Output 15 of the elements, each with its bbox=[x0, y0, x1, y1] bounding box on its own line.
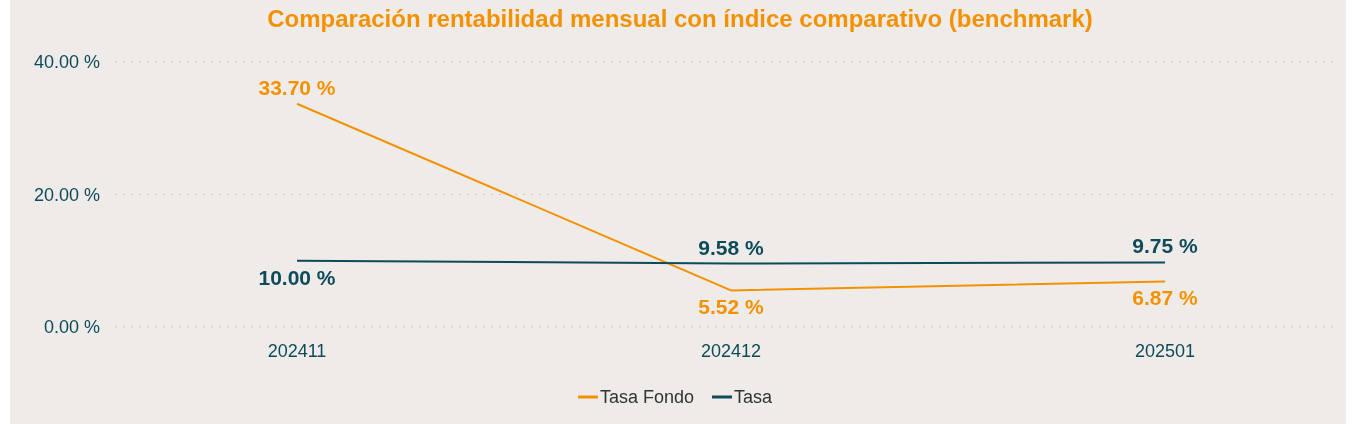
y-tick-label: 0.00 % bbox=[43, 317, 100, 337]
legend-label: Tasa bbox=[734, 387, 774, 407]
legend-label: Tasa Fondo bbox=[600, 387, 695, 407]
x-tick-label: 202411 bbox=[267, 341, 327, 361]
x-tick-label: 202412 bbox=[700, 341, 762, 361]
x-tick-label: 202501 bbox=[1134, 341, 1196, 361]
chart-title: Comparación rentabilidad mensual con índice comparativo (benchmark) bbox=[267, 5, 1093, 32]
y-tick-label: 20.00 % bbox=[33, 184, 100, 205]
y-tick-label: 40.00 % bbox=[33, 52, 100, 72]
data-label: 5.52 % bbox=[698, 295, 765, 319]
data-label: 9.75 % bbox=[1132, 234, 1199, 258]
data-label: 6.87 % bbox=[1132, 286, 1199, 310]
data-label: 10.00 % bbox=[258, 265, 336, 289]
data-label: 9.58 % bbox=[698, 235, 765, 259]
data-label: 33.70 % bbox=[258, 75, 336, 99]
